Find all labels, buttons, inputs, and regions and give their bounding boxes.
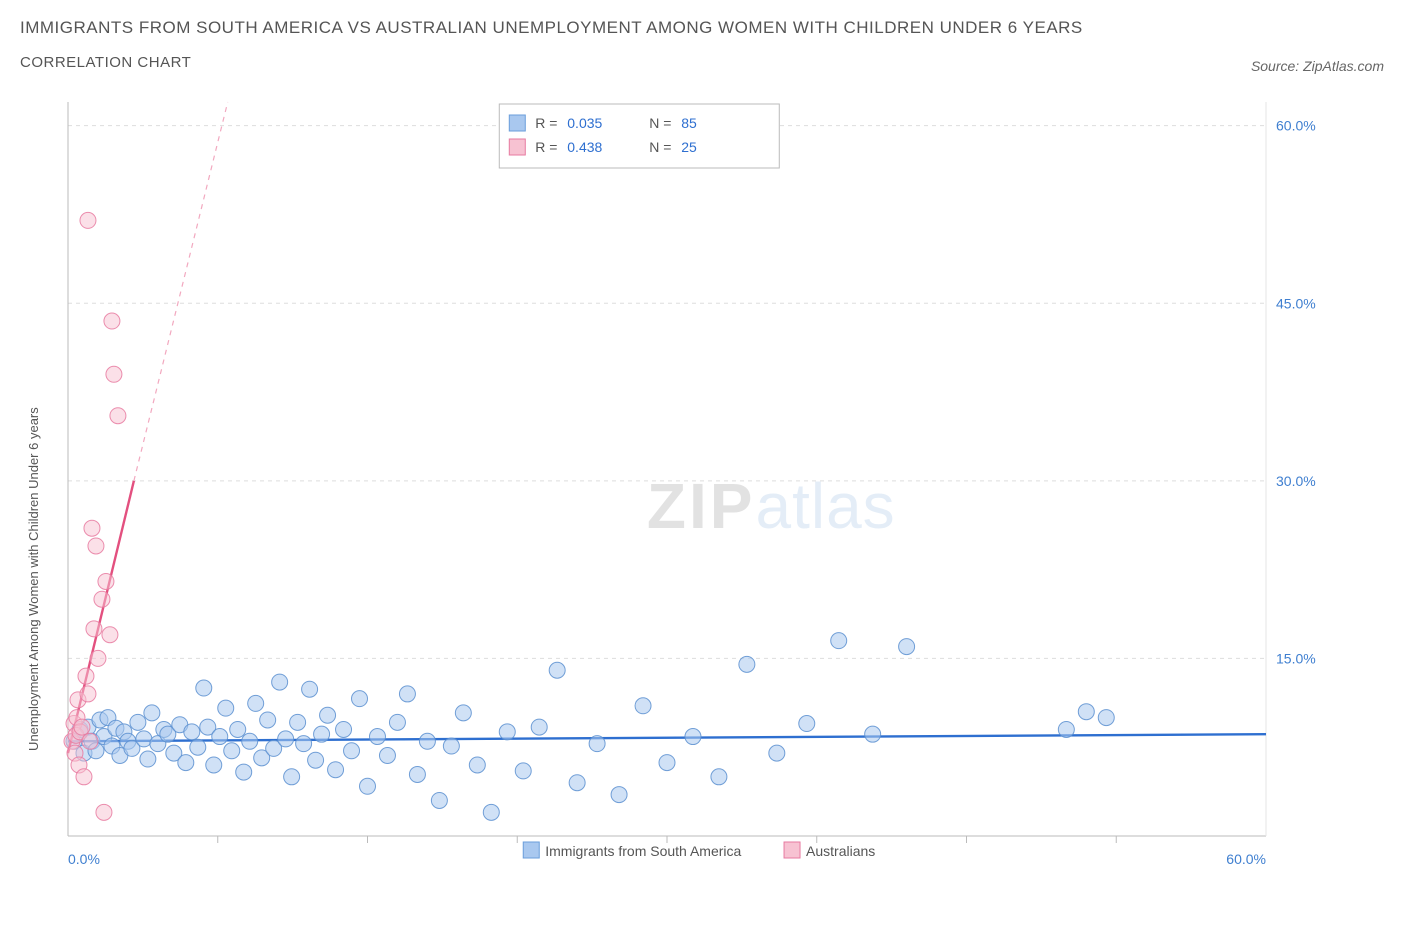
- svg-text:0.438: 0.438: [567, 139, 602, 155]
- svg-text:Unemployment Among Women with: Unemployment Among Women with Children U…: [26, 407, 41, 751]
- svg-text:Australians: Australians: [806, 843, 875, 859]
- chart-container: 15.0% 30.0% 45.0% 60.0% 0.0% 60.0% Unemploymen…: [20, 96, 1386, 916]
- svg-text:60.0%: 60.0%: [1226, 851, 1266, 867]
- chart-main-title: IMMIGRANTS FROM SOUTH AMERICA VS AUSTRAL…: [20, 18, 1386, 38]
- svg-text:85: 85: [681, 115, 697, 131]
- svg-text:Immigrants from South America: Immigrants from South America: [545, 843, 741, 859]
- correlation-scatter-chart: 15.0% 30.0% 45.0% 60.0% 0.0% 60.0% Unemploymen…: [20, 96, 1386, 916]
- svg-text:N =: N =: [649, 139, 671, 155]
- svg-text:R =: R =: [535, 115, 557, 131]
- svg-text:25: 25: [681, 139, 697, 155]
- svg-text:60.0%: 60.0%: [1276, 118, 1316, 134]
- svg-text:15.0%: 15.0%: [1276, 650, 1316, 666]
- chart-sub-title: CORRELATION CHART: [20, 54, 191, 71]
- svg-text:0.035: 0.035: [567, 115, 602, 131]
- svg-text:30.0%: 30.0%: [1276, 473, 1316, 489]
- svg-text:N =: N =: [649, 115, 671, 131]
- source-attribution: Source: ZipAtlas.com: [1251, 58, 1384, 74]
- svg-text:R =: R =: [535, 139, 557, 155]
- svg-text:45.0%: 45.0%: [1276, 295, 1316, 311]
- svg-text:0.0%: 0.0%: [68, 851, 100, 867]
